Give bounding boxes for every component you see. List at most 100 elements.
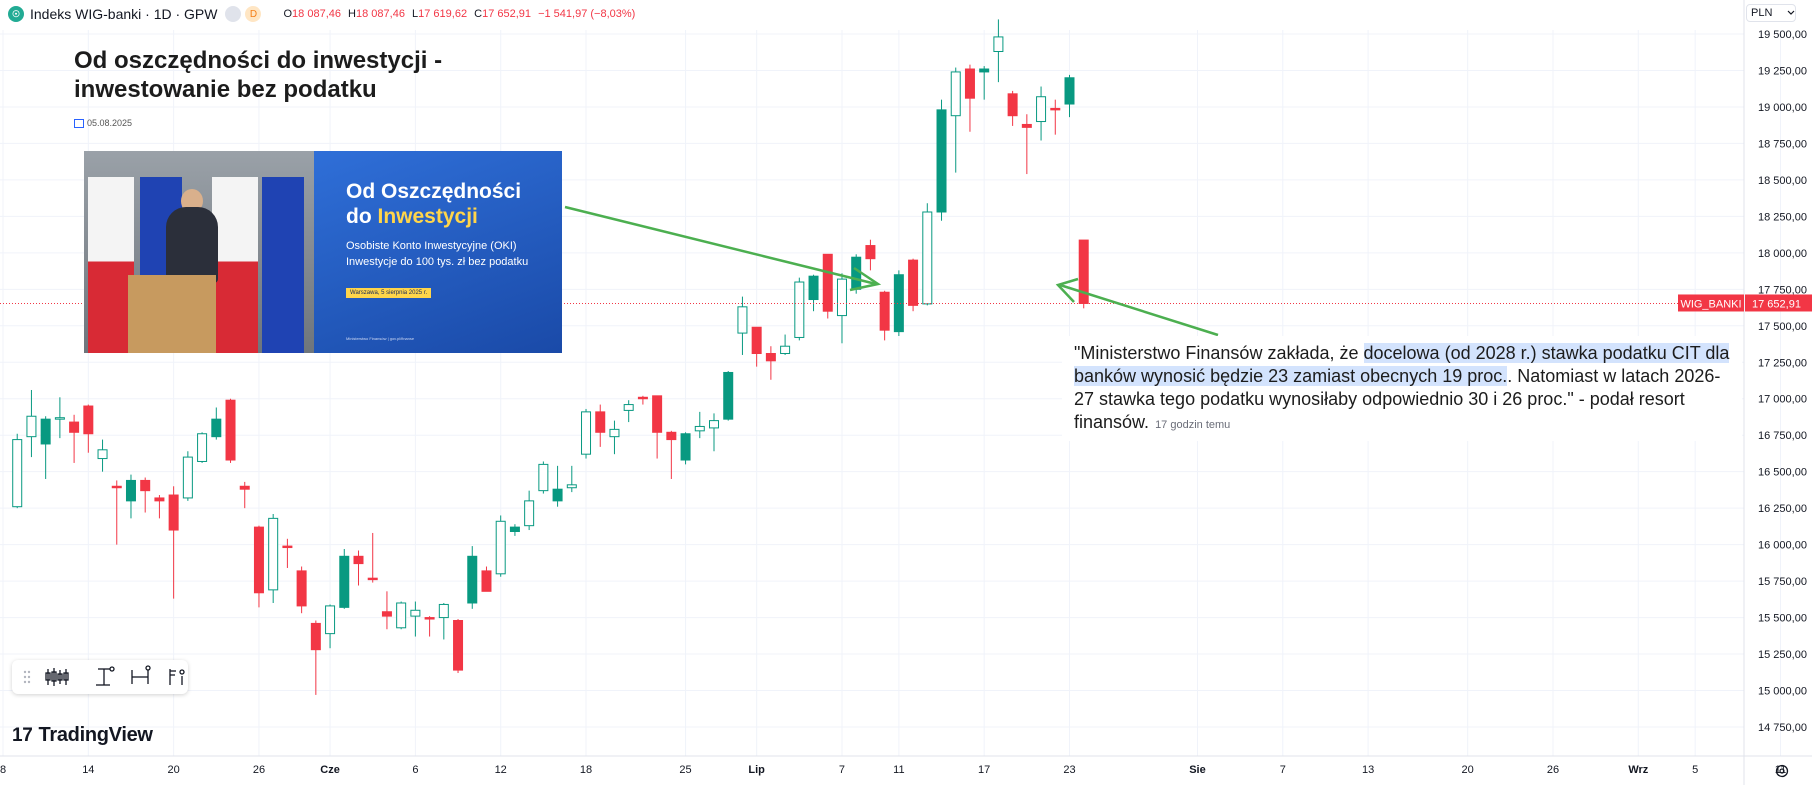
candle-body xyxy=(609,428,620,438)
candle-body xyxy=(97,449,108,460)
price-tick-label: 14 750,00 xyxy=(1758,722,1807,734)
candle xyxy=(936,99,947,221)
article-overlay: Od oszczędności do inwestycji - inwestow… xyxy=(74,46,564,128)
candle xyxy=(296,566,307,614)
currency-button[interactable]: PLN xyxy=(1746,4,1796,22)
candle xyxy=(197,432,208,463)
candle xyxy=(410,601,421,637)
candle-body xyxy=(893,274,904,333)
price-range-icon[interactable] xyxy=(96,666,115,686)
candle-body xyxy=(538,463,549,492)
bars-style-icon[interactable] xyxy=(45,668,69,686)
price-tick-label: 16 750,00 xyxy=(1758,430,1807,442)
time-tick-label: 8 xyxy=(0,764,6,776)
polish-flag-right xyxy=(212,177,258,353)
candle xyxy=(1007,90,1018,126)
calendar-icon xyxy=(74,118,84,128)
time-tick-label: Sie xyxy=(1189,764,1206,776)
time-tick-label: 18 xyxy=(580,764,592,776)
candle-body xyxy=(467,555,478,604)
candle-body xyxy=(979,68,990,73)
candle xyxy=(54,397,65,439)
time-axis[interactable]: 8 14 20 26 Cze 6 12 18 25 Lip 7 11 17 23 Sie 7 13 20 26 Wrz… xyxy=(0,755,1812,778)
candle-body xyxy=(438,603,449,619)
candle-body xyxy=(253,526,264,594)
date-price-range-icon[interactable] xyxy=(169,669,185,685)
candle-body xyxy=(737,306,748,334)
time-tick-label: 23 xyxy=(1063,764,1075,776)
candle-body xyxy=(239,485,250,490)
candle xyxy=(694,411,705,439)
article-date-text: 05.08.2025 xyxy=(87,118,133,128)
candle-body xyxy=(552,488,563,502)
symbol-label: WIG_BANKI xyxy=(1680,298,1741,310)
ohlc-change: −1 541,97 (−8,03%) xyxy=(538,8,636,20)
candle xyxy=(623,400,634,423)
symbol-logo-icon: ☉ xyxy=(8,6,24,22)
price-tick-label: 19 250,00 xyxy=(1758,65,1807,77)
candle xyxy=(282,538,293,568)
candle xyxy=(353,550,364,586)
settings-gear-icon[interactable] xyxy=(1775,764,1789,778)
symbol-title[interactable]: Indeks WIG-banki · 1D · GPW xyxy=(30,6,218,22)
candle-body xyxy=(794,281,805,338)
candle-body xyxy=(40,418,51,445)
candle xyxy=(481,566,492,592)
candle xyxy=(822,253,833,319)
candle-body xyxy=(1064,77,1075,105)
candle xyxy=(552,465,563,507)
time-tick-label: 5 xyxy=(1692,764,1698,776)
chevron-down-icon[interactable] xyxy=(1787,10,1795,15)
candle-body xyxy=(694,425,705,432)
time-tick-label: 20 xyxy=(1462,764,1474,776)
candle-body xyxy=(396,602,407,629)
candle xyxy=(111,480,122,545)
date-range-icon[interactable] xyxy=(131,665,151,684)
candle-body xyxy=(509,526,520,533)
candles xyxy=(12,19,1089,695)
drag-handle-icon[interactable] xyxy=(23,670,31,684)
quote-part1: "Ministerstwo Finansów zakłada, że xyxy=(1074,343,1364,363)
price-tick-label: 17 250,00 xyxy=(1758,357,1807,369)
promo-subtitle-line2: Inwestycje do 100 tys. zł bez podatku xyxy=(346,256,529,268)
candle xyxy=(652,395,663,459)
delayed-badge[interactable]: D xyxy=(245,6,262,22)
candle xyxy=(1064,74,1075,118)
candle-body xyxy=(780,345,791,355)
candle-body xyxy=(950,71,961,117)
price-tick-label: 16 250,00 xyxy=(1758,503,1807,515)
arrow-quote-line xyxy=(1059,283,1219,337)
candle-body xyxy=(381,611,392,617)
candle xyxy=(69,414,80,463)
candle xyxy=(453,619,464,674)
promo-title-line2: do Inwestycji xyxy=(346,205,478,228)
ohlc-low-key: L xyxy=(412,8,419,20)
candle xyxy=(253,525,264,608)
candle-body xyxy=(808,275,819,301)
price-tick-label: 15 500,00 xyxy=(1758,613,1807,625)
candle xyxy=(595,404,606,447)
candle-body xyxy=(524,500,535,527)
podium xyxy=(128,275,216,353)
price-tick-label: 15 000,00 xyxy=(1758,686,1807,698)
candle xyxy=(666,430,677,479)
candle-body xyxy=(424,617,435,620)
candle-body xyxy=(481,570,492,592)
candle xyxy=(1036,86,1047,141)
ohlc-high-key: H xyxy=(348,8,356,20)
time-tick-label: 20 xyxy=(168,764,180,776)
price-axis[interactable]: 14 750,00 15 000,00 15 250,00 15 500,00 15 7… xyxy=(1743,0,1807,785)
tradingview-logo[interactable]: 17 TradingView xyxy=(12,724,153,747)
candle-body xyxy=(1050,107,1061,111)
candle xyxy=(424,616,435,637)
candle xyxy=(509,524,520,536)
candle xyxy=(723,371,734,421)
candle-body xyxy=(12,439,23,508)
candle xyxy=(40,416,51,479)
candle-body xyxy=(836,278,847,317)
candle xyxy=(680,432,691,465)
ohlc-values: O18 087,46 H18 087,46 L17 619,62 C17 652… xyxy=(279,8,635,20)
candle xyxy=(609,420,620,455)
candle xyxy=(438,602,449,640)
ohlc-open-key: O xyxy=(283,8,293,20)
